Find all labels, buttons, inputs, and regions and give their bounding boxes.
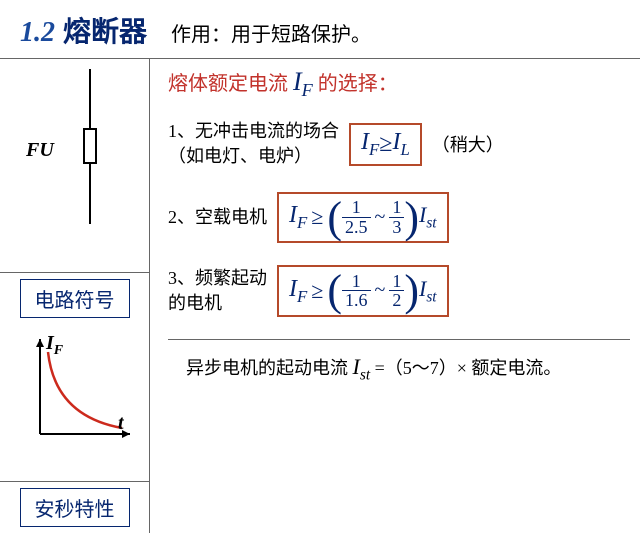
row-label: 1、无冲击电流的场合（如电灯、电炉） bbox=[168, 119, 339, 169]
symbol-label-cell: 电路符号 bbox=[0, 273, 149, 324]
section-description: 作用：用于短路保护。 bbox=[171, 18, 371, 47]
subhead-suffix: 的选择： bbox=[318, 73, 398, 95]
equation-box: IF≥(11.6~12)Ist bbox=[277, 265, 449, 317]
curve-cell: IF t bbox=[0, 324, 149, 482]
section-header: 1.2 熔断器 作用：用于短路保护。 bbox=[0, 0, 640, 58]
criteria-rows: 1、无冲击电流的场合（如电灯、电炉）IF ≥ IL （稍大） 2、空载电机 IF≥(1… bbox=[168, 119, 630, 317]
main-content: FU 电路符号 IF t 安秒特性 熔体额定电流 I bbox=[0, 58, 640, 533]
footer-var: Ist bbox=[353, 354, 371, 379]
row-note: （稍大） bbox=[432, 131, 504, 157]
section-number: 1.2 bbox=[20, 17, 55, 49]
equation-box: IF ≥ IL bbox=[349, 123, 422, 166]
right-column: 熔体额定电流 IF 的选择： 1、无冲击电流的场合（如电灯、电炉）IF ≥ IL… bbox=[150, 58, 640, 533]
criteria-row: 2、空载电机 IF≥(12.5~13)Ist bbox=[168, 192, 630, 244]
row-label: 2、空载电机 bbox=[168, 205, 267, 230]
curve-label-text: 安秒特性 bbox=[35, 499, 115, 521]
y-axis-label: IF bbox=[46, 332, 63, 359]
amp-sec-curve-svg bbox=[0, 324, 150, 454]
footer-suffix: =（5～7）× 额定电流。 bbox=[375, 358, 562, 378]
row-label: 3、频繁起动 的电机 bbox=[168, 266, 267, 316]
footer-note: 异步电机的起动电流 Ist =（5～7）× 额定电流。 bbox=[168, 339, 630, 384]
fu-label: FU bbox=[26, 139, 54, 162]
x-axis-label: t bbox=[118, 412, 124, 435]
subhead-var: IF bbox=[293, 67, 313, 96]
section-title: 熔断器 bbox=[63, 10, 147, 50]
circuit-symbol-cell: FU bbox=[0, 58, 149, 273]
footer-prefix: 异步电机的起动电流 bbox=[186, 358, 348, 378]
subhead-prefix: 熔体额定电流 bbox=[168, 73, 288, 95]
criteria-row: 3、频繁起动 的电机IF≥(11.6~12)Ist bbox=[168, 265, 630, 317]
criteria-row: 1、无冲击电流的场合（如电灯、电炉）IF ≥ IL （稍大） bbox=[168, 119, 630, 169]
left-column: FU 电路符号 IF t 安秒特性 bbox=[0, 58, 150, 533]
fuse-symbol-svg bbox=[0, 59, 150, 234]
symbol-label-text: 电路符号 bbox=[35, 290, 115, 312]
equation-box: IF≥(12.5~13)Ist bbox=[277, 192, 449, 244]
symbol-label-box: 电路符号 bbox=[20, 279, 130, 318]
selection-heading: 熔体额定电流 IF 的选择： bbox=[168, 67, 630, 101]
